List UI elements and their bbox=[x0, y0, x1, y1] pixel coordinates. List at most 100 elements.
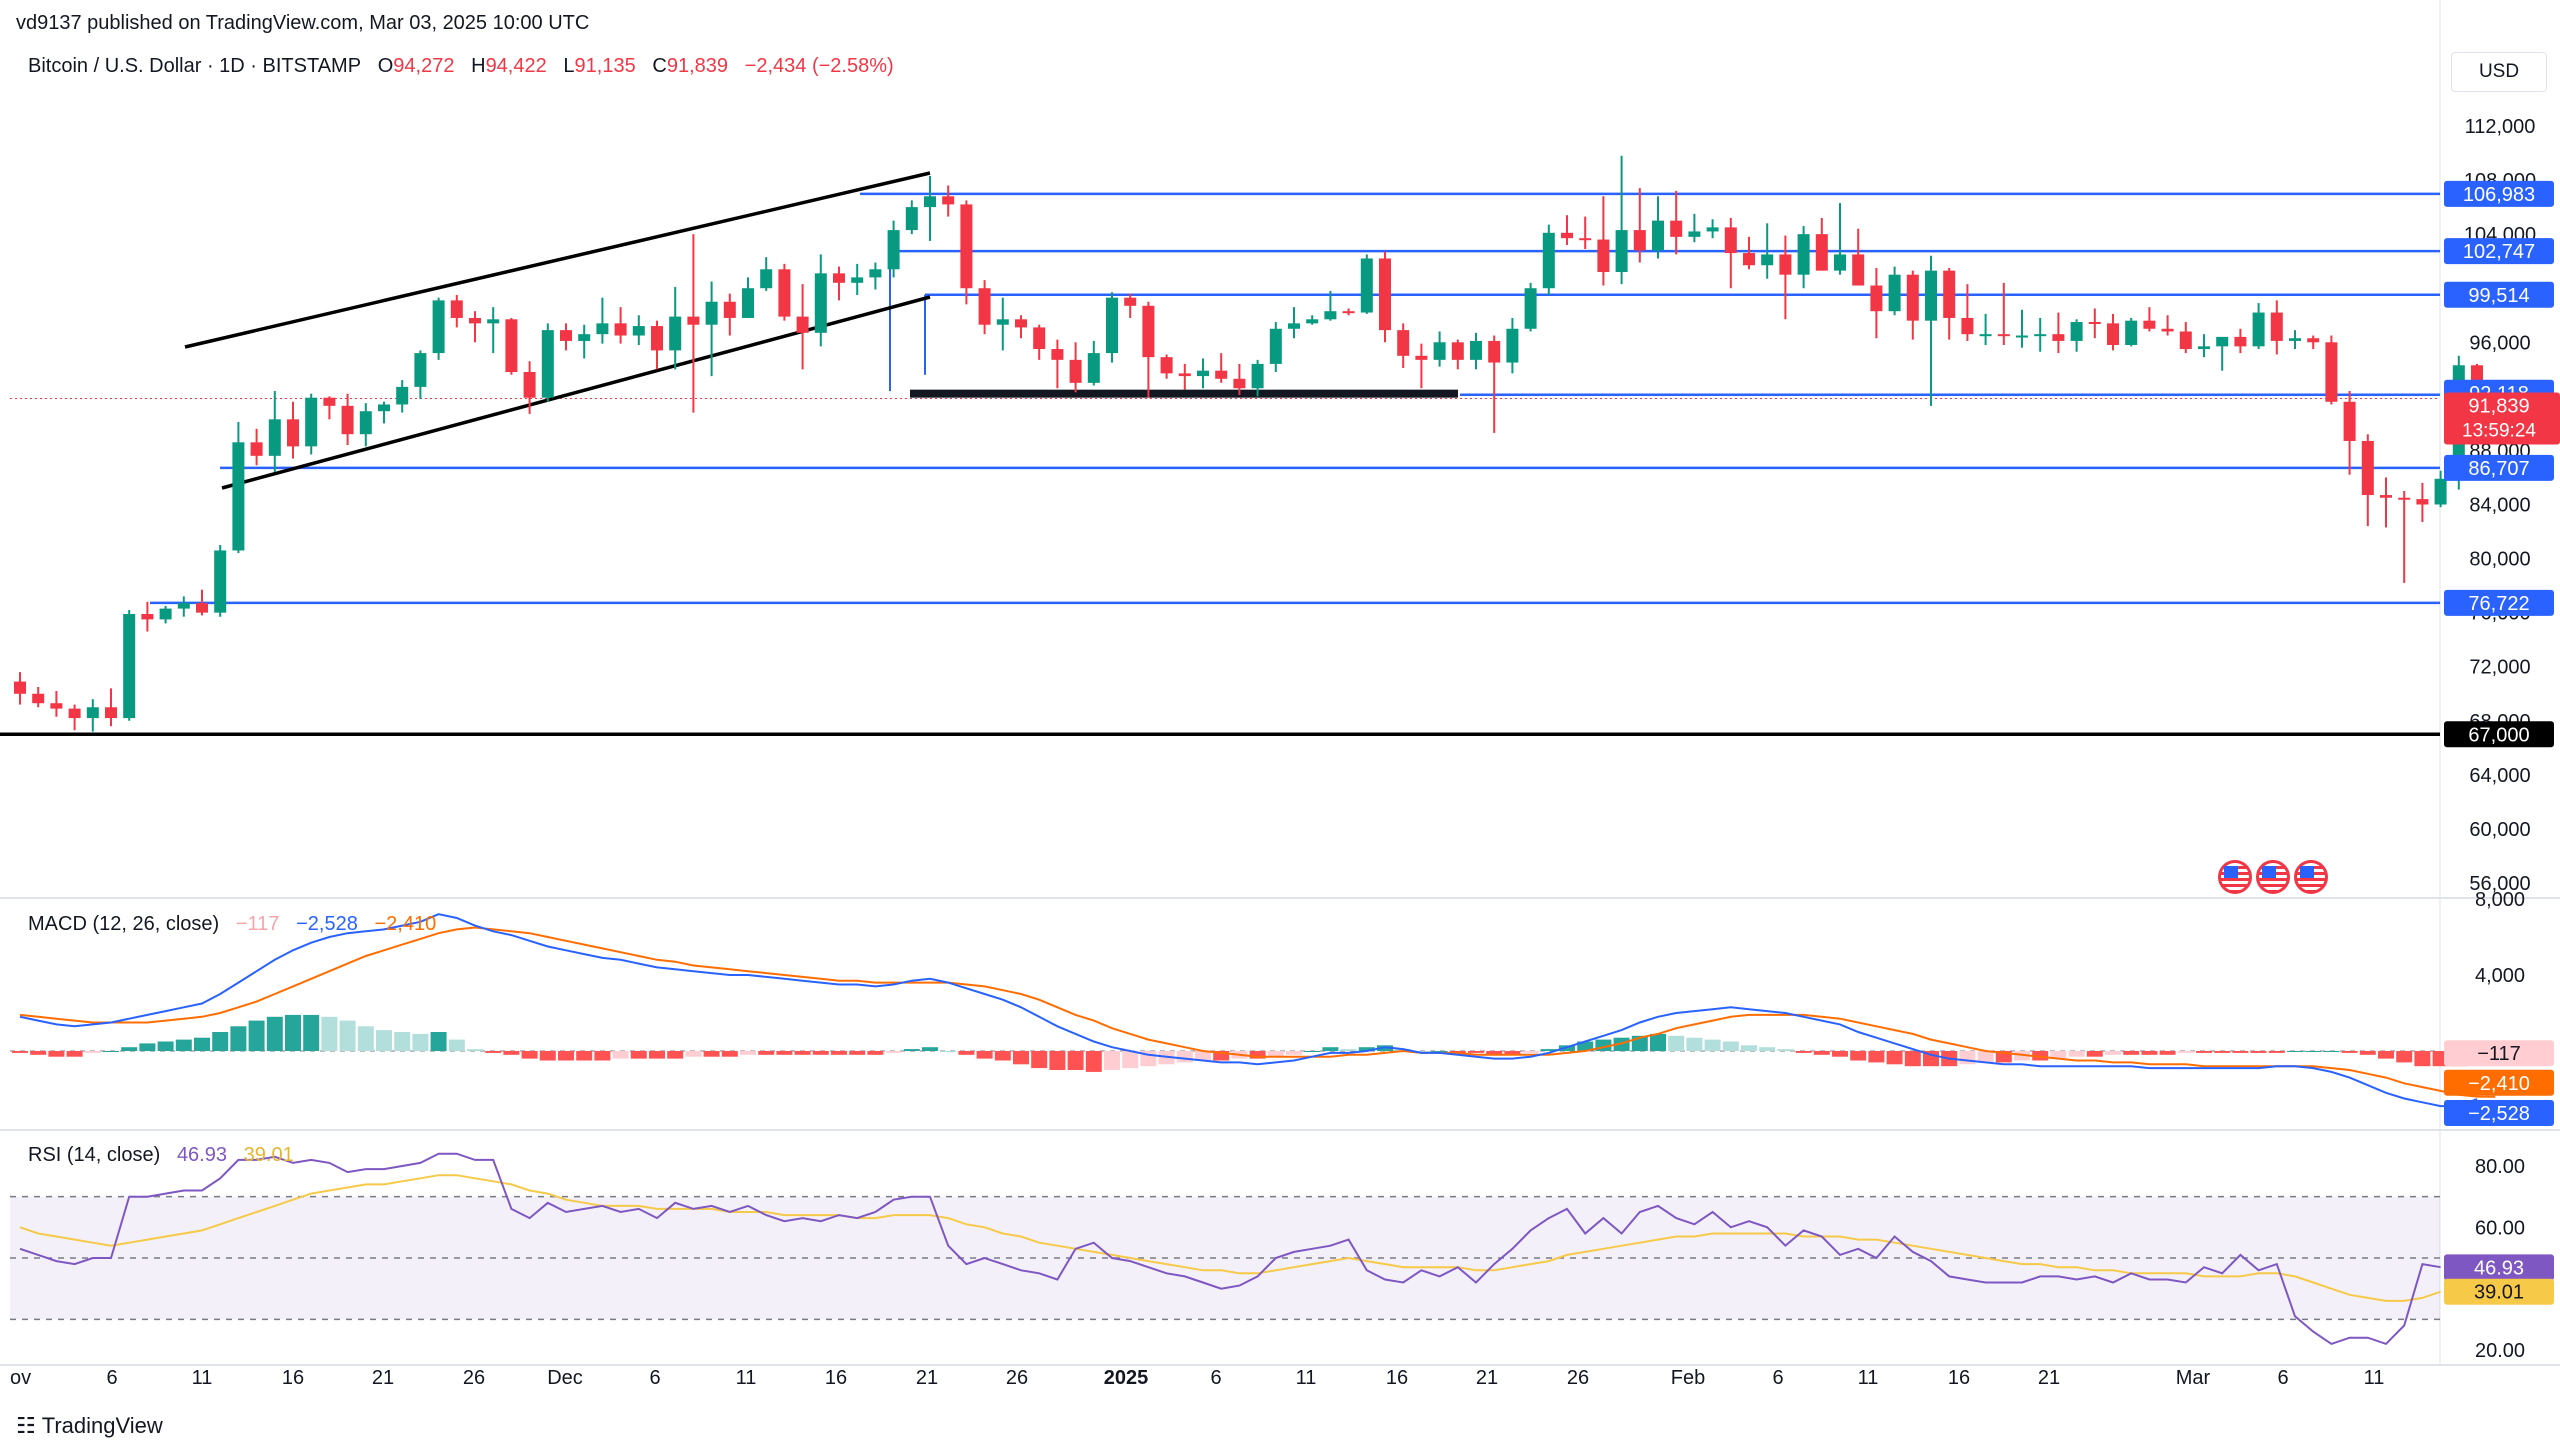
macd-histogram-bar bbox=[194, 1037, 210, 1051]
low-label: L bbox=[563, 55, 575, 77]
candle-body bbox=[1415, 355, 1428, 360]
macd-histogram-bar bbox=[1267, 1051, 1284, 1057]
candle-body bbox=[1633, 230, 1646, 251]
macd-histogram-bar bbox=[922, 1047, 938, 1051]
candle-body bbox=[123, 613, 136, 719]
candle-body bbox=[1197, 370, 1209, 377]
macd-histogram-bar bbox=[1904, 1051, 1921, 1067]
macd-histogram-bar bbox=[1832, 1051, 1848, 1057]
macd-histogram-bar bbox=[1031, 1051, 1048, 1069]
candle-body bbox=[50, 703, 63, 709]
macd-histogram-bar bbox=[2196, 1051, 2212, 1053]
rsi-legend[interactable]: RSI (14, close) 46.93 39.01 bbox=[28, 1144, 294, 1167]
level-price-tag: 76,722 bbox=[2468, 593, 2529, 615]
macd-histogram-bar bbox=[467, 1049, 483, 1051]
time-tick-label: ov bbox=[10, 1367, 31, 1389]
candle-body bbox=[1961, 317, 1974, 335]
candle-body bbox=[323, 397, 336, 406]
candle-body bbox=[86, 707, 99, 719]
tradingview-brand[interactable]: ☷ TradingView bbox=[16, 1413, 163, 1439]
candle-body bbox=[2143, 320, 2156, 329]
candle-body bbox=[778, 269, 791, 317]
tradingview-logo-icon: ☷ bbox=[16, 1413, 36, 1438]
macd-histogram-bar bbox=[994, 1051, 1011, 1061]
time-tick-label: 6 bbox=[2277, 1367, 2288, 1389]
candle-body bbox=[1979, 334, 1992, 337]
macd-histogram-bar bbox=[1358, 1047, 1375, 1051]
candle-body bbox=[1779, 254, 1792, 275]
candle-body bbox=[705, 301, 718, 325]
macd-histogram-bar bbox=[2177, 1051, 2194, 1053]
candle-body bbox=[960, 204, 973, 289]
macd-histogram-bar bbox=[1704, 1039, 1721, 1051]
candle-body bbox=[1269, 328, 1282, 364]
candle-body bbox=[2088, 322, 2101, 325]
candle-body bbox=[450, 300, 463, 318]
candle-body bbox=[1069, 359, 1082, 383]
level-price-tag-bg bbox=[2444, 589, 2554, 616]
macd-legend[interactable]: MACD (12, 26, close) −117 −2,528 −2,410 bbox=[28, 913, 436, 936]
candle-body bbox=[1815, 234, 1828, 271]
macd-histogram-bar bbox=[248, 1020, 265, 1051]
candle-body bbox=[1688, 231, 1701, 237]
candle-body bbox=[159, 608, 172, 620]
candle-body bbox=[614, 323, 627, 336]
macd-histogram-bar bbox=[1013, 1051, 1029, 1065]
candle-body bbox=[414, 353, 427, 387]
candle-body bbox=[1943, 270, 1956, 318]
candle-body bbox=[341, 405, 354, 435]
high-value: 94,422 bbox=[485, 55, 547, 77]
level-price-tag-bg bbox=[2444, 721, 2554, 748]
us-flag-icon[interactable] bbox=[2294, 860, 2328, 894]
macd-histogram-bar bbox=[794, 1051, 811, 1055]
candle-body bbox=[1087, 353, 1100, 383]
candle-body bbox=[177, 603, 190, 609]
macd-histogram-bar bbox=[612, 1051, 629, 1059]
symbol-name[interactable]: Bitcoin / U.S. Dollar · 1D · BITSTAMP bbox=[28, 55, 362, 77]
macd-histogram-bar bbox=[649, 1051, 665, 1059]
macd-histogram-bar bbox=[2378, 1051, 2394, 1059]
macd-histogram-bar bbox=[1868, 1051, 1885, 1063]
macd-histogram-bar bbox=[2123, 1051, 2140, 1055]
candle-body bbox=[924, 196, 936, 208]
rsi-ma-tag-bg bbox=[2444, 1278, 2554, 1305]
currency-button[interactable]: USD bbox=[2451, 52, 2547, 92]
macd-histogram-bar bbox=[576, 1051, 593, 1061]
time-tick-label: 16 bbox=[1386, 1367, 1408, 1389]
time-tick-label: 16 bbox=[1948, 1367, 1970, 1389]
macd-histogram-bar bbox=[412, 1033, 429, 1051]
macd-histogram-bar bbox=[1668, 1035, 1685, 1051]
candle-body bbox=[396, 386, 409, 405]
candle-body bbox=[2434, 478, 2447, 505]
time-tick-label: Mar bbox=[2176, 1367, 2211, 1389]
macd-histogram-bar bbox=[503, 1051, 520, 1055]
candle-body bbox=[1233, 378, 1246, 389]
candle-body bbox=[1834, 254, 1846, 271]
macd-histogram-bar bbox=[84, 1051, 101, 1053]
macd-pane bbox=[10, 913, 2522, 1108]
macd-histogram-bar bbox=[339, 1020, 356, 1051]
time-tick-label: 6 bbox=[1772, 1367, 1783, 1389]
candle-body bbox=[2016, 335, 2028, 338]
candle-body bbox=[814, 273, 827, 333]
grid bbox=[0, 0, 2560, 1366]
us-flag-icon[interactable] bbox=[2256, 860, 2290, 894]
macd-histogram-bar bbox=[376, 1030, 392, 1051]
macd-histogram-bar bbox=[1067, 1051, 1084, 1070]
candle-body bbox=[250, 442, 263, 456]
macd-title: MACD (12, 26, close) bbox=[28, 913, 220, 935]
macd-histogram-bar bbox=[940, 1051, 957, 1052]
candle-body bbox=[214, 550, 227, 613]
us-flag-icon[interactable] bbox=[2218, 860, 2252, 894]
macd-histogram-bar bbox=[485, 1051, 502, 1053]
rsi-title: RSI (14, close) bbox=[28, 1144, 161, 1166]
rsi-tick-label: 80.00 bbox=[2475, 1156, 2525, 1178]
macd-histogram-bar bbox=[2214, 1051, 2231, 1053]
candle-body bbox=[760, 269, 773, 289]
economic-events[interactable] bbox=[2218, 860, 2328, 894]
macd-line-tag: −2,528 bbox=[2468, 1103, 2530, 1125]
macd-histogram-bar bbox=[357, 1026, 374, 1051]
candle-body bbox=[2343, 401, 2356, 441]
macd-histogram-bar bbox=[539, 1051, 556, 1061]
